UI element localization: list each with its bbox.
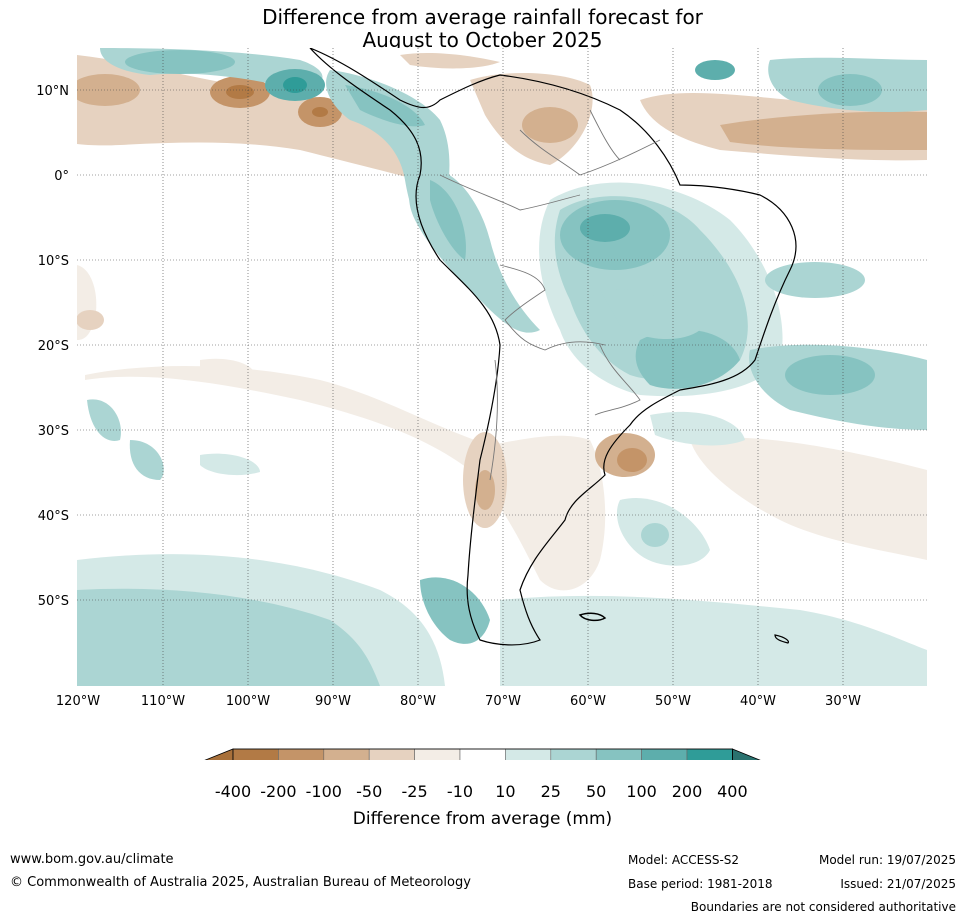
colorbar-tick-label: 10 — [495, 782, 516, 801]
lon-label: 60°W — [570, 694, 606, 709]
lon-label: 80°W — [400, 694, 436, 709]
lat-label: 40°S — [38, 509, 69, 524]
map-area — [77, 48, 927, 686]
lon-label: 90°W — [315, 694, 351, 709]
lon-label: 100°W — [226, 694, 270, 709]
colorbar-tick-label: -50 — [356, 782, 383, 801]
colorbar-segment — [595, 748, 642, 760]
colorbar-segment — [459, 748, 506, 760]
colorbar-tick-label: -100 — [305, 782, 342, 801]
colorbar-tick-label: 25 — [540, 782, 561, 801]
land-outlines — [309, 48, 797, 646]
colorbar-tick-label: -10 — [446, 782, 474, 801]
colorbar-title: Difference from average (mm) — [352, 809, 613, 829]
colorbar-segment — [414, 748, 461, 760]
colorbar-tick-label: -25 — [401, 782, 428, 801]
lon-label: 30°W — [825, 694, 861, 709]
colorbar-segment — [641, 748, 688, 760]
gridlines — [77, 48, 927, 686]
colorbar-tick-label: 200 — [671, 782, 703, 801]
colorbar-tick-label: 50 — [586, 782, 607, 801]
wet-anomaly-regions — [77, 48, 927, 686]
colorbar-outline — [232, 748, 733, 760]
colorbar — [204, 748, 761, 760]
title-line-1: Difference from average rainfall forecas… — [262, 5, 703, 29]
longitude-labels: 120°W 110°W 100°W 90°W 80°W 70°W 60°W 50… — [56, 694, 861, 709]
lon-label: 110°W — [141, 694, 185, 709]
footer-disclaimer: Boundaries are not considered authoritat… — [690, 900, 956, 914]
footer-model: Model: ACCESS-S2 — [628, 853, 740, 867]
latitude-labels: 10°N 0° 10°S 20°S 30°S 40°S 50°S — [36, 84, 69, 609]
lon-label: 70°W — [485, 694, 521, 709]
colorbar-segment — [505, 748, 552, 760]
country-borders — [439, 109, 661, 481]
colorbar-extend-high — [732, 748, 761, 760]
colorbar-segment — [686, 748, 733, 760]
lat-label: 20°S — [38, 339, 69, 354]
colorbar-tick-label: -400 — [214, 782, 252, 801]
lat-label: 50°S — [38, 594, 69, 609]
chart-title: Difference from average rainfall forecas… — [0, 6, 965, 52]
rainfall-map: 10°N 0° 10°S 20°S 30°S 40°S 50°S 120°W 1… — [36, 48, 927, 760]
footer-issued: Issued: 21/07/2025 — [840, 877, 956, 891]
colorbar-segment — [550, 748, 597, 760]
colorbar-tick-label: -200 — [260, 782, 297, 801]
colorbar-tick-label: 400 — [717, 782, 748, 801]
footer-model-run: Model run: 19/07/2025 — [818, 853, 956, 867]
lat-label: 0° — [54, 169, 69, 184]
lat-label: 10°N — [36, 84, 69, 99]
colorbar-segment — [278, 748, 325, 760]
colorbar-segment — [232, 748, 279, 760]
colorbar-extend-low — [204, 748, 234, 760]
title-line-2: August to October 2025 — [362, 28, 603, 52]
lon-label: 40°W — [740, 694, 776, 709]
colorbar-segment — [323, 748, 370, 760]
lat-label: 10°S — [38, 254, 69, 269]
lat-label: 30°S — [38, 424, 69, 439]
footer-url: www.bom.gov.au/climate — [10, 852, 174, 867]
footer-copyright: © Commonwealth of Australia 2025, Austra… — [10, 875, 471, 890]
colorbar-segment — [368, 748, 415, 760]
lon-label: 50°W — [655, 694, 691, 709]
colorbar-tick-label: 100 — [626, 782, 657, 801]
lon-label: 120°W — [56, 694, 100, 709]
footer-base-period: Base period: 1981-2018 — [628, 877, 773, 891]
